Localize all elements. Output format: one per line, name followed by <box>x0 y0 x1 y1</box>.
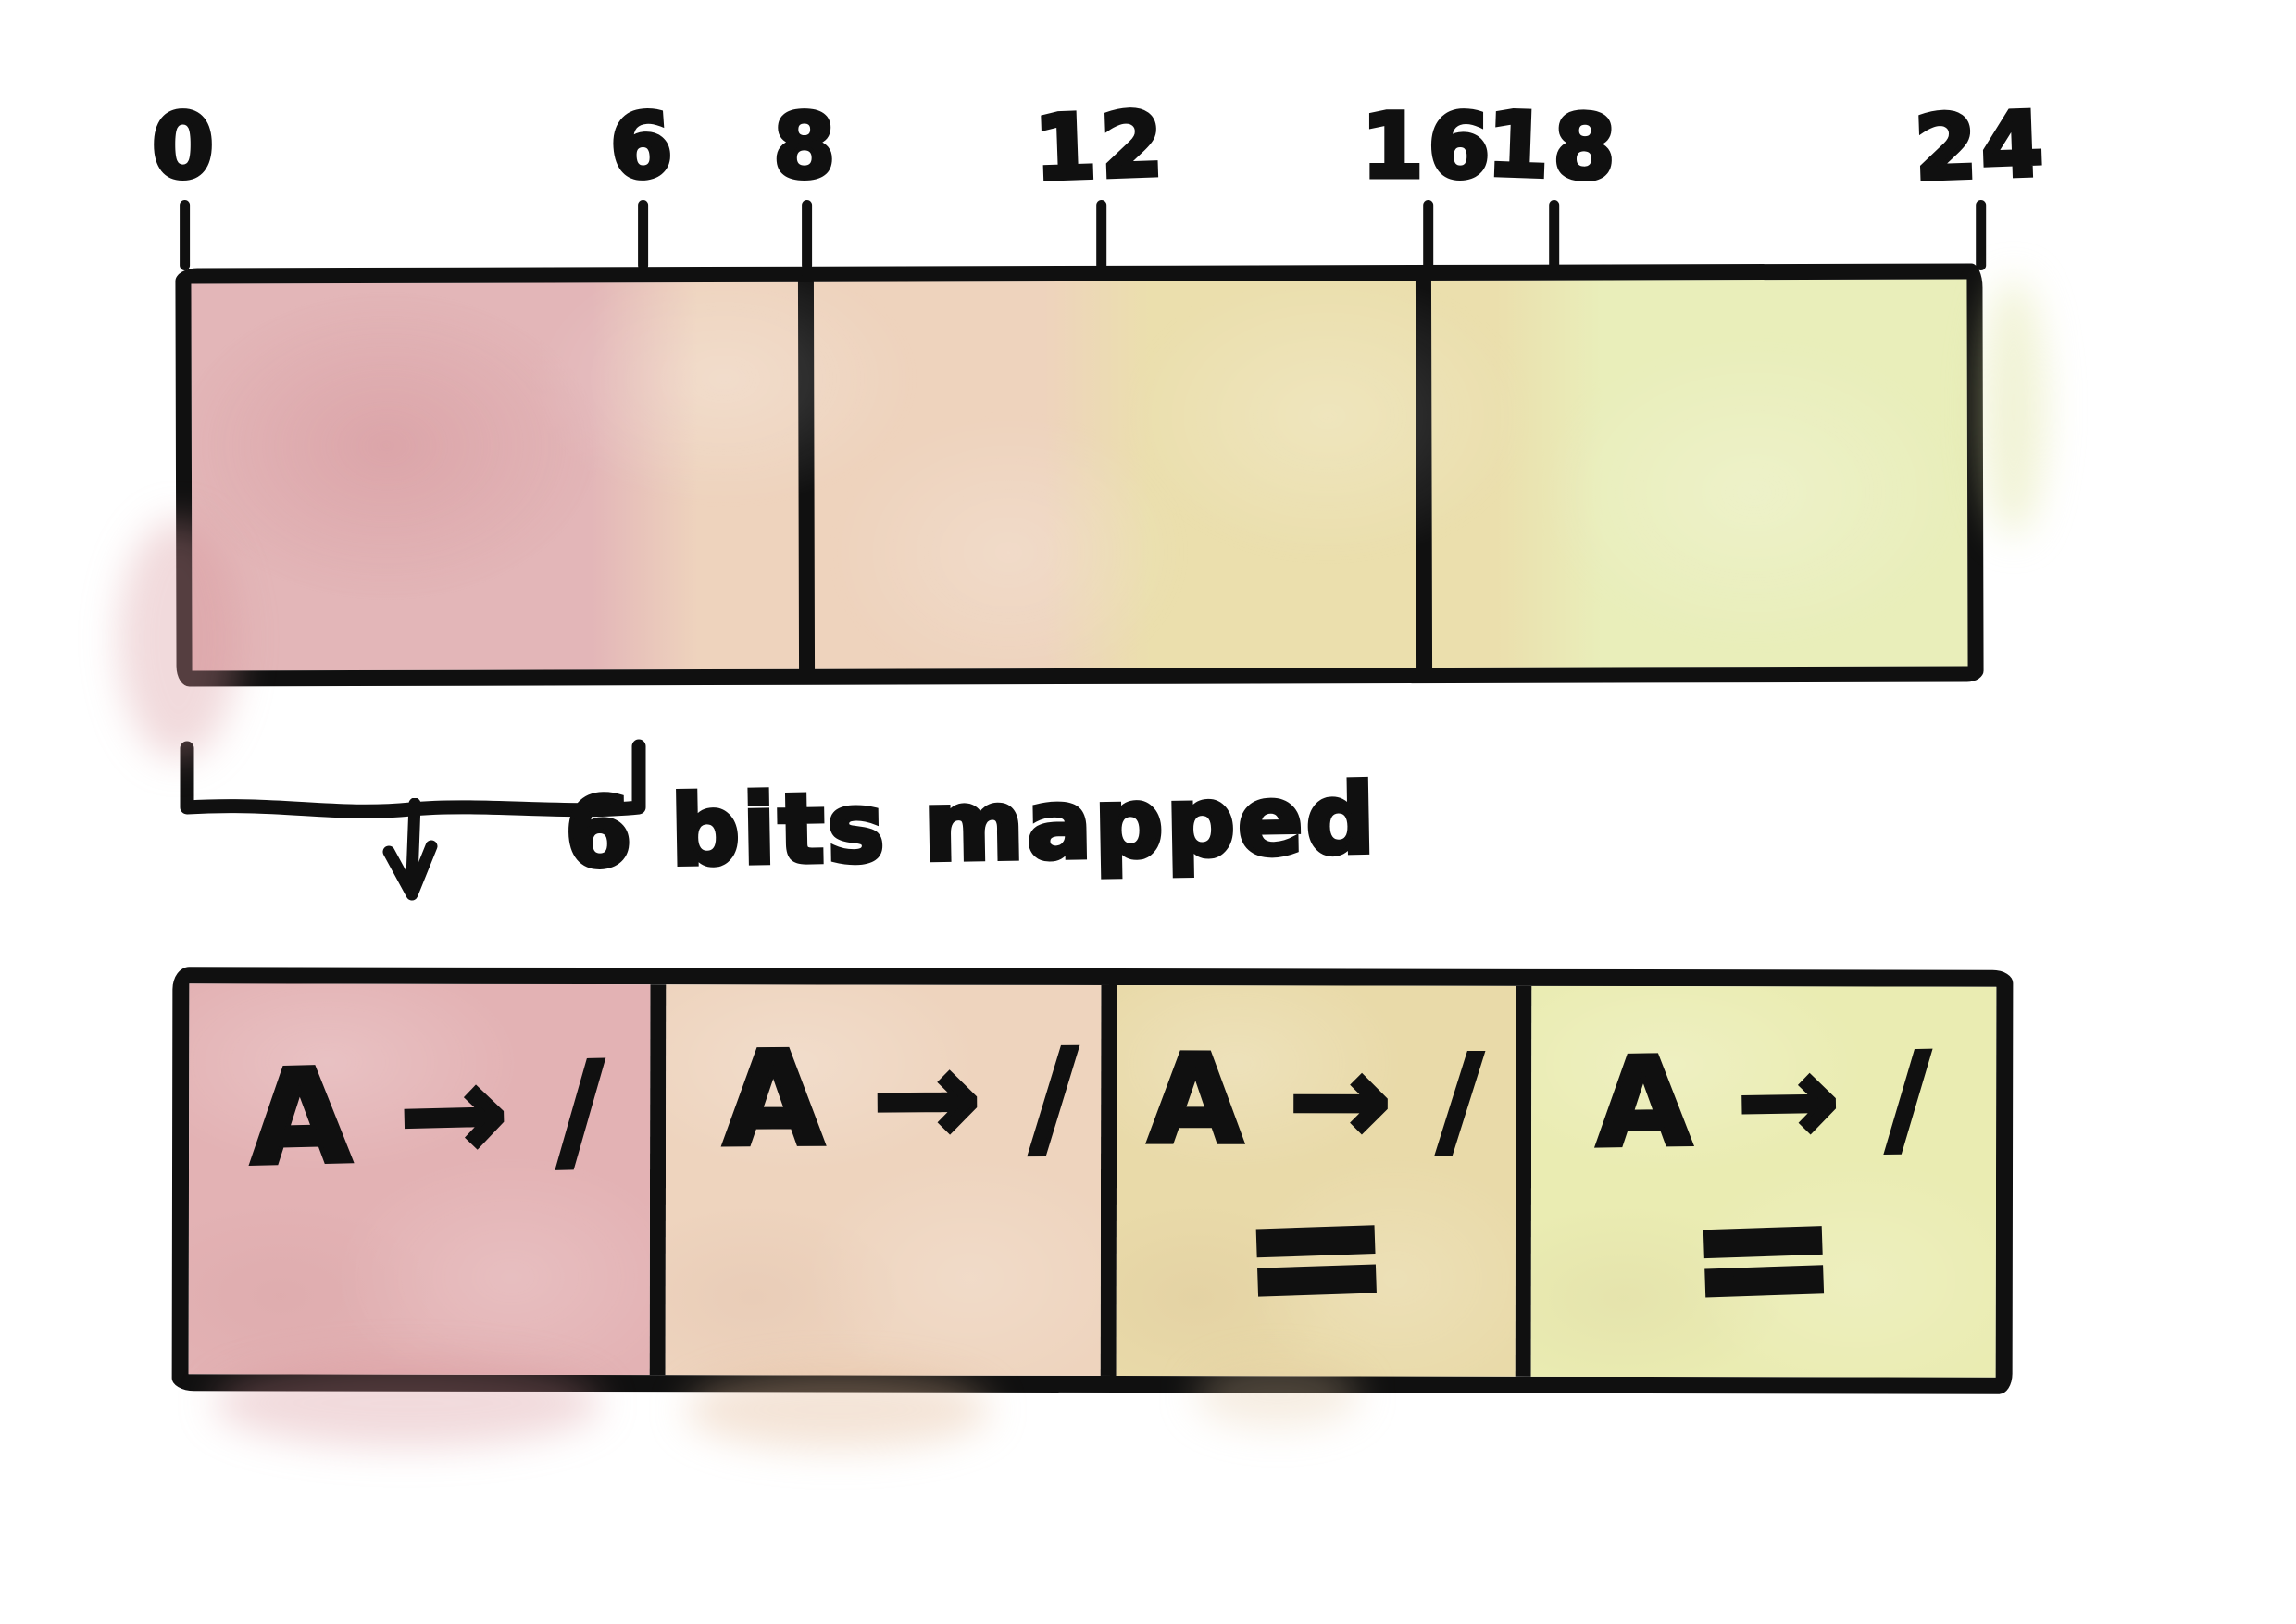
bar-divider-8 <box>797 274 815 677</box>
tick-mark <box>180 200 191 270</box>
tick-label: 12 <box>1030 90 1171 203</box>
tick-mark <box>638 200 649 270</box>
cell-divider <box>1100 985 1117 1377</box>
tick-12: 12 <box>1030 90 1172 270</box>
tick-16: 16 <box>1359 94 1495 270</box>
tick-label: 0 <box>150 94 218 198</box>
bracket-label: 6 bits mapped <box>562 760 1381 892</box>
tick-24: 24 <box>1911 90 2052 270</box>
tick-mark <box>1548 200 1559 270</box>
mapping-label: A → / <box>246 1033 610 1197</box>
tick-mark <box>801 200 812 270</box>
mapping-cell-3: A → / = <box>1116 985 1516 1377</box>
mapping-label: A → / <box>1145 1027 1486 1175</box>
watercolor-texture <box>191 279 1968 671</box>
equals-mark: = <box>1682 1147 1844 1365</box>
cell-divider <box>1515 985 1532 1377</box>
mapping-cell-4: A → / = <box>1530 985 1997 1378</box>
mapping-label: A → / <box>720 1020 1081 1179</box>
tick-mark <box>1095 200 1106 270</box>
tick-label: 18 <box>1483 90 1624 203</box>
tick-mark <box>1976 200 1987 270</box>
bar-divider-16 <box>1416 273 1433 676</box>
mapping-label: A → / <box>1592 1025 1935 1178</box>
cell-divider <box>649 984 667 1376</box>
tick-6: 6 <box>604 90 682 270</box>
mapping-cell-2: A → / <box>665 984 1101 1377</box>
tick-mark <box>1422 200 1433 270</box>
tick-18: 18 <box>1483 90 1624 270</box>
tick-label: 24 <box>1911 90 2052 203</box>
paint-smudge <box>1981 278 2046 537</box>
equals-mark: = <box>1234 1146 1396 1364</box>
tick-label: 16 <box>1359 94 1495 198</box>
scale-axis: 0 6 8 12 16 18 24 <box>150 56 2052 270</box>
tick-8: 8 <box>771 94 841 270</box>
tick-0: 0 <box>150 94 218 270</box>
down-arrow-icon <box>382 798 438 901</box>
mapping-cell-1: A → / <box>188 983 651 1376</box>
hue-range-bar <box>175 263 1984 687</box>
mapping-bar: A → / A → / A → / = A → / = <box>171 967 2014 1394</box>
tick-label: 8 <box>771 94 841 198</box>
tick-label: 6 <box>604 90 681 203</box>
